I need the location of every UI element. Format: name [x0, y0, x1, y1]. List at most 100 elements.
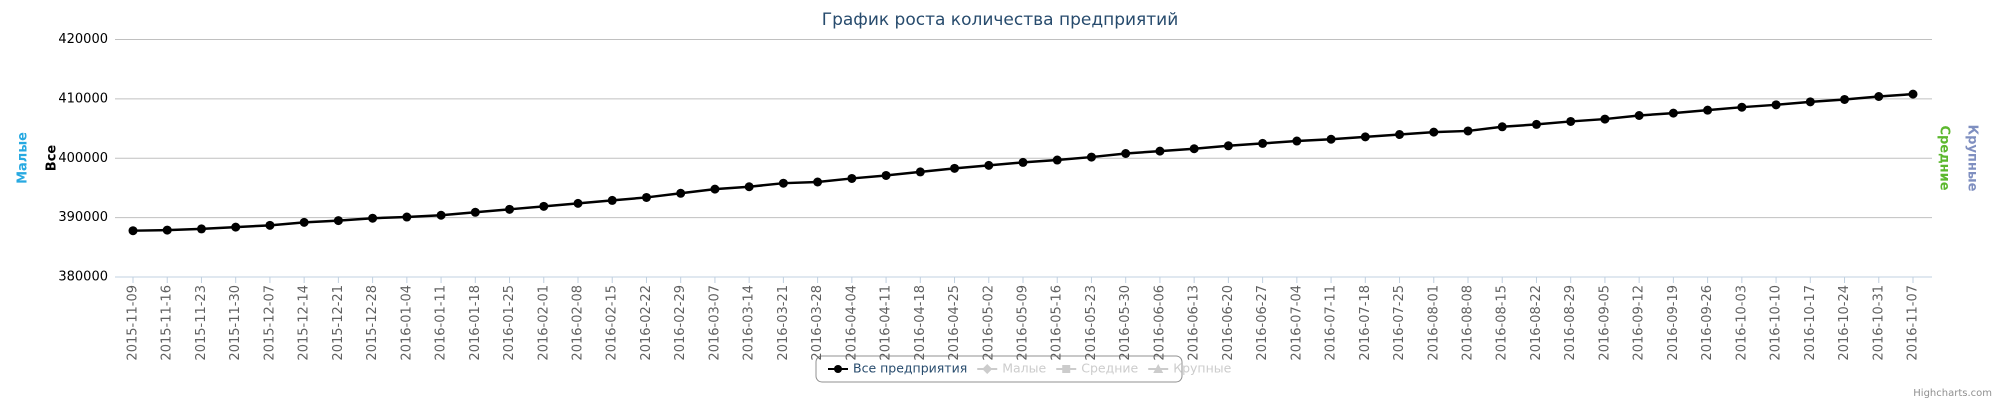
data-point: [333, 216, 343, 226]
data-point: [1668, 108, 1678, 118]
x-tick-label: 2016-10-03: [1734, 285, 1749, 361]
data-point: [1908, 89, 1918, 99]
x-tick-label: 2016-05-02: [981, 285, 996, 361]
x-tick-label: 2015-11-09: [126, 285, 141, 361]
x-tick-label: 2016-08-29: [1563, 285, 1578, 361]
x-tick-label: 2016-09-05: [1597, 285, 1612, 361]
x-tick-label: 2015-12-14: [297, 285, 312, 361]
x-tick-label: 2016-08-22: [1529, 285, 1544, 361]
credits[interactable]: Highcharts.com: [1913, 388, 1992, 399]
x-tick-label: 2016-06-27: [1255, 285, 1270, 361]
x-tick-label: 2016-07-25: [1392, 285, 1407, 361]
data-point: [1189, 144, 1199, 154]
x-tick-label: 2016-01-11: [434, 285, 449, 361]
data-point: [368, 213, 378, 223]
x-tick-label: 2016-07-04: [1289, 285, 1304, 361]
legend-item[interactable]: Малые: [1002, 361, 1046, 376]
x-tick-label: 2016-08-08: [1461, 285, 1476, 361]
data-point: [1121, 149, 1131, 158]
legend-item[interactable]: Все предприятия: [853, 361, 967, 376]
x-tick-label: 2016-06-20: [1221, 285, 1236, 361]
data-point: [1874, 92, 1884, 101]
data-point: [1155, 146, 1165, 156]
x-tick-label: 2016-05-30: [1118, 285, 1133, 361]
data-point: [470, 207, 480, 217]
data-point: [505, 204, 515, 214]
y-tick-label: 390000: [58, 210, 108, 225]
data-point: [1840, 94, 1850, 104]
legend-item[interactable]: Крупные: [1173, 361, 1231, 376]
data-point: [813, 177, 823, 187]
data-point: [162, 225, 172, 235]
data-point: [1703, 105, 1713, 115]
data-point: [778, 178, 788, 188]
data-point: [402, 212, 412, 222]
x-tick-label: 2016-10-10: [1769, 285, 1784, 361]
x-tick-label: 2015-12-28: [365, 285, 380, 361]
x-tick-label: 2016-04-04: [844, 285, 859, 361]
x-tick-label: 2016-01-25: [502, 285, 517, 361]
data-point: [1258, 138, 1268, 148]
x-tick-label: 2015-11-16: [160, 285, 175, 361]
x-tick-label: 2016-04-11: [879, 285, 894, 361]
legend-marker: [1153, 364, 1164, 373]
y-axis-title: Крупные: [1965, 125, 1980, 192]
data-point: [1600, 114, 1610, 124]
data-point: [436, 210, 446, 220]
y-axis-title: Все: [45, 145, 60, 172]
data-point: [1429, 127, 1439, 137]
legend-marker: [834, 365, 842, 373]
data-point: [710, 184, 720, 194]
data-point: [607, 195, 617, 205]
x-tick-label: 2016-07-18: [1358, 285, 1373, 361]
y-axis-title: Малые: [16, 132, 31, 184]
y-tick-label: 380000: [58, 270, 108, 285]
x-tick-label: 2016-08-01: [1426, 285, 1441, 361]
x-tick-label: 2016-01-04: [399, 285, 414, 361]
y-tick-label: 420000: [58, 32, 108, 47]
data-point: [1395, 130, 1405, 139]
x-tick-label: 2016-05-23: [1084, 285, 1099, 361]
x-tick-label: 2015-12-21: [331, 285, 346, 361]
y-tick-label: 410000: [58, 91, 108, 106]
data-point: [1737, 102, 1747, 112]
x-tick-label: 2016-05-16: [1050, 285, 1065, 361]
data-point: [1086, 152, 1096, 162]
legend-item[interactable]: Средние: [1081, 361, 1138, 376]
x-tick-label: 2016-02-29: [673, 285, 688, 361]
data-point: [1497, 122, 1507, 132]
data-point: [641, 192, 651, 202]
data-point: [676, 188, 686, 198]
x-tick-label: 2016-02-08: [571, 285, 586, 361]
data-point: [128, 226, 138, 236]
legend-marker: [1062, 365, 1071, 373]
data-point: [1223, 141, 1233, 151]
x-tick-label: 2016-03-14: [742, 285, 757, 361]
x-tick-label: 2016-05-09: [1016, 285, 1031, 361]
data-point: [1018, 157, 1028, 167]
data-point: [573, 198, 583, 208]
data-point: [1566, 116, 1576, 126]
data-point: [950, 163, 960, 173]
x-tick-label: 2016-04-18: [913, 285, 928, 361]
data-point: [915, 167, 925, 177]
x-tick-label: 2016-03-28: [810, 285, 825, 361]
x-tick-label: 2016-11-07: [1906, 285, 1921, 361]
data-point: [847, 173, 857, 183]
x-tick-label: 2016-09-12: [1632, 285, 1647, 361]
data-point: [984, 160, 994, 170]
x-tick-label: 2016-10-17: [1803, 285, 1818, 361]
x-tick-label: 2016-10-31: [1871, 285, 1886, 361]
data-point: [1771, 100, 1781, 110]
data-point: [1292, 136, 1302, 146]
x-tick-label: 2016-03-07: [707, 285, 722, 361]
x-tick-label: 2016-02-01: [536, 285, 551, 361]
data-point: [1805, 97, 1815, 107]
y-axis-title: Средние: [1937, 125, 1952, 190]
data-point: [539, 201, 549, 211]
legend-box: [815, 355, 1183, 383]
x-tick-label: 2016-06-13: [1187, 285, 1202, 361]
legend-marker: [982, 364, 993, 374]
chart-title: График роста количества предприятий: [822, 10, 1179, 30]
data-point: [1360, 132, 1370, 142]
